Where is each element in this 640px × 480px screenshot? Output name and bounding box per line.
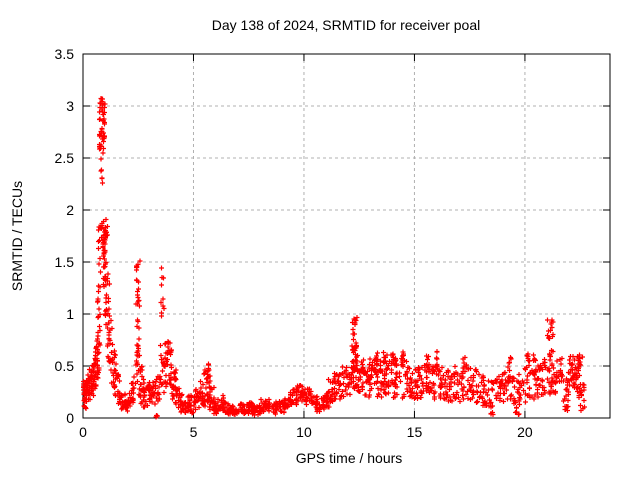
- data-points-srmtid: [81, 96, 587, 420]
- y-tick-label: 1: [66, 306, 74, 322]
- y-tick-label: 0: [66, 410, 74, 426]
- y-tick-label: 0.5: [55, 358, 75, 374]
- tick-labels: 0 5 10 15 20 0 0.5 1 1.5 2 2.5 3 3.5: [55, 46, 533, 440]
- gridlines: [83, 54, 610, 418]
- y-tick-label: 3.5: [55, 46, 75, 62]
- y-tick-label: 1.5: [55, 254, 75, 270]
- x-tick-label: 15: [407, 424, 423, 440]
- x-tick-label: 20: [517, 424, 533, 440]
- y-tick-label: 2: [66, 202, 74, 218]
- x-axis-label: GPS time / hours: [296, 450, 403, 466]
- x-tick-label: 5: [190, 424, 198, 440]
- y-axis-label: SRMTID / TECUs: [9, 181, 25, 291]
- axis-labels: Day 138 of 2024, SRMTID for receiver poa…: [9, 17, 480, 466]
- x-tick-label: 0: [79, 424, 87, 440]
- x-tick-label: 10: [296, 424, 312, 440]
- plot-border: [82, 53, 611, 419]
- y-tick-label: 3: [66, 98, 74, 114]
- chart-title: Day 138 of 2024, SRMTID for receiver poa…: [212, 17, 480, 33]
- y-tick-label: 2.5: [55, 150, 75, 166]
